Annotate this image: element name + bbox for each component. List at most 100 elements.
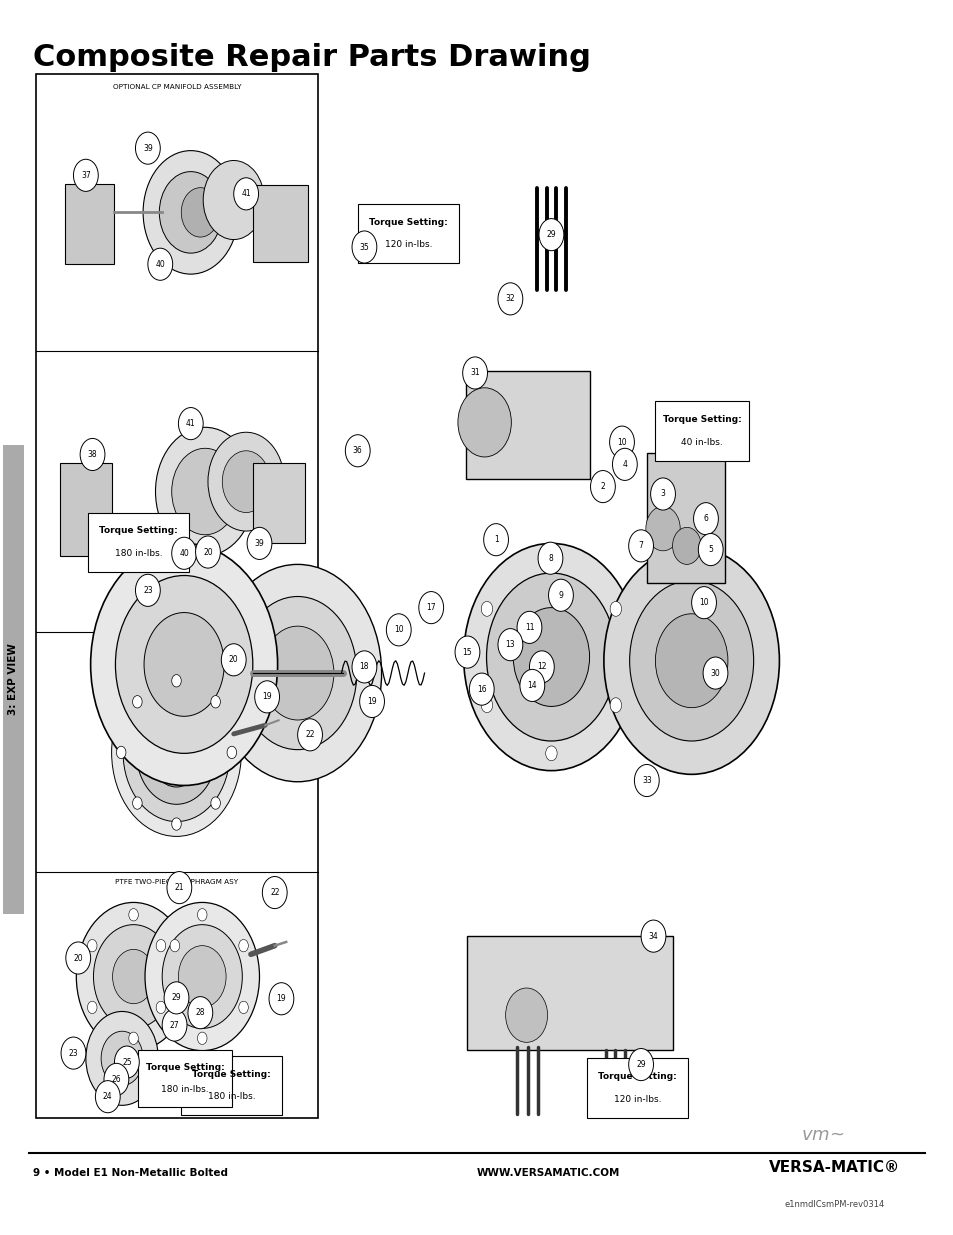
Circle shape: [650, 478, 675, 510]
Text: 28: 28: [195, 1008, 205, 1018]
Text: 180 in-lbs.: 180 in-lbs.: [208, 1093, 255, 1102]
Circle shape: [505, 988, 547, 1042]
Circle shape: [497, 283, 522, 315]
Circle shape: [135, 132, 160, 164]
Text: 37: 37: [81, 170, 91, 180]
Text: 41: 41: [186, 419, 195, 429]
Circle shape: [640, 920, 665, 952]
Circle shape: [418, 592, 443, 624]
Circle shape: [352, 651, 376, 683]
Text: 3: EXP VIEW: 3: EXP VIEW: [9, 643, 18, 715]
Text: 40: 40: [179, 548, 189, 558]
Text: FUSION DIAPHRAGM ASY: FUSION DIAPHRAGM ASY: [132, 638, 222, 645]
Bar: [3, 445, 24, 914]
Text: 10: 10: [394, 625, 403, 635]
Circle shape: [548, 579, 573, 611]
Text: 29: 29: [636, 1060, 645, 1070]
Circle shape: [645, 506, 679, 551]
Circle shape: [345, 435, 370, 467]
Circle shape: [155, 427, 254, 556]
FancyBboxPatch shape: [357, 204, 458, 263]
Circle shape: [135, 574, 160, 606]
FancyBboxPatch shape: [138, 1050, 232, 1107]
Circle shape: [159, 172, 222, 253]
Circle shape: [691, 587, 716, 619]
Bar: [253, 463, 305, 543]
Text: 39: 39: [143, 143, 152, 153]
Circle shape: [610, 601, 621, 616]
Bar: [60, 463, 112, 556]
Text: 120 in-lbs.: 120 in-lbs.: [613, 1095, 660, 1104]
Text: WWW.VERSAMATIC.COM: WWW.VERSAMATIC.COM: [476, 1168, 619, 1178]
Circle shape: [672, 527, 700, 564]
Circle shape: [655, 614, 727, 708]
Text: 1: 1: [494, 535, 497, 545]
Text: 40: 40: [155, 259, 165, 269]
Circle shape: [590, 471, 615, 503]
Circle shape: [170, 1002, 179, 1014]
Circle shape: [702, 657, 727, 689]
Text: Torque Setting:: Torque Setting:: [193, 1070, 271, 1078]
Circle shape: [148, 248, 172, 280]
Circle shape: [634, 764, 659, 797]
Circle shape: [172, 674, 181, 687]
Circle shape: [297, 719, 322, 751]
Text: 41: 41: [241, 189, 251, 199]
Text: 40 in-lbs.: 40 in-lbs.: [680, 438, 722, 447]
Circle shape: [162, 925, 242, 1029]
Circle shape: [167, 872, 192, 904]
Circle shape: [609, 426, 634, 458]
Circle shape: [197, 1032, 207, 1045]
Text: 33: 33: [641, 776, 651, 785]
Text: 34: 34: [648, 931, 658, 941]
Circle shape: [261, 626, 334, 720]
Text: 21: 21: [174, 883, 184, 892]
Circle shape: [129, 909, 138, 921]
Circle shape: [457, 388, 511, 457]
Circle shape: [116, 746, 126, 758]
Text: 36: 36: [353, 446, 362, 456]
Text: 5: 5: [707, 545, 713, 555]
Circle shape: [143, 151, 238, 274]
Text: $\mathit{vm}$~: $\mathit{vm}$~: [800, 1125, 843, 1144]
Circle shape: [162, 1009, 187, 1041]
Circle shape: [698, 534, 722, 566]
Text: 25: 25: [122, 1057, 132, 1067]
Text: 30: 30: [710, 668, 720, 678]
Circle shape: [73, 159, 98, 191]
Text: 22: 22: [305, 730, 314, 740]
Circle shape: [247, 527, 272, 559]
Bar: [253, 185, 308, 262]
Circle shape: [603, 547, 779, 774]
FancyBboxPatch shape: [88, 513, 189, 572]
Circle shape: [213, 564, 381, 782]
Circle shape: [112, 668, 241, 836]
Text: 12: 12: [537, 662, 546, 672]
Text: 39: 39: [254, 538, 264, 548]
Bar: [65, 184, 114, 264]
Text: 23: 23: [143, 585, 152, 595]
Text: Torque Setting:: Torque Setting:: [369, 217, 447, 226]
Circle shape: [88, 1002, 97, 1014]
Circle shape: [88, 940, 97, 952]
Circle shape: [386, 614, 411, 646]
Circle shape: [61, 1037, 86, 1070]
Bar: [646, 453, 724, 583]
Circle shape: [233, 178, 258, 210]
Text: 9: 9: [558, 590, 563, 600]
Text: 11: 11: [524, 622, 534, 632]
Circle shape: [537, 542, 562, 574]
Text: 4: 4: [621, 459, 627, 469]
Text: 26: 26: [112, 1074, 121, 1084]
Circle shape: [238, 940, 248, 952]
Circle shape: [66, 942, 91, 974]
Circle shape: [145, 903, 259, 1051]
Circle shape: [519, 669, 544, 701]
Text: 38: 38: [88, 450, 97, 459]
Text: 20: 20: [73, 953, 83, 962]
Circle shape: [197, 909, 207, 921]
Circle shape: [545, 746, 557, 761]
Text: VERSA-MATIC®: VERSA-MATIC®: [768, 1160, 900, 1174]
Text: 15: 15: [462, 647, 472, 657]
Text: 31: 31: [470, 368, 479, 378]
